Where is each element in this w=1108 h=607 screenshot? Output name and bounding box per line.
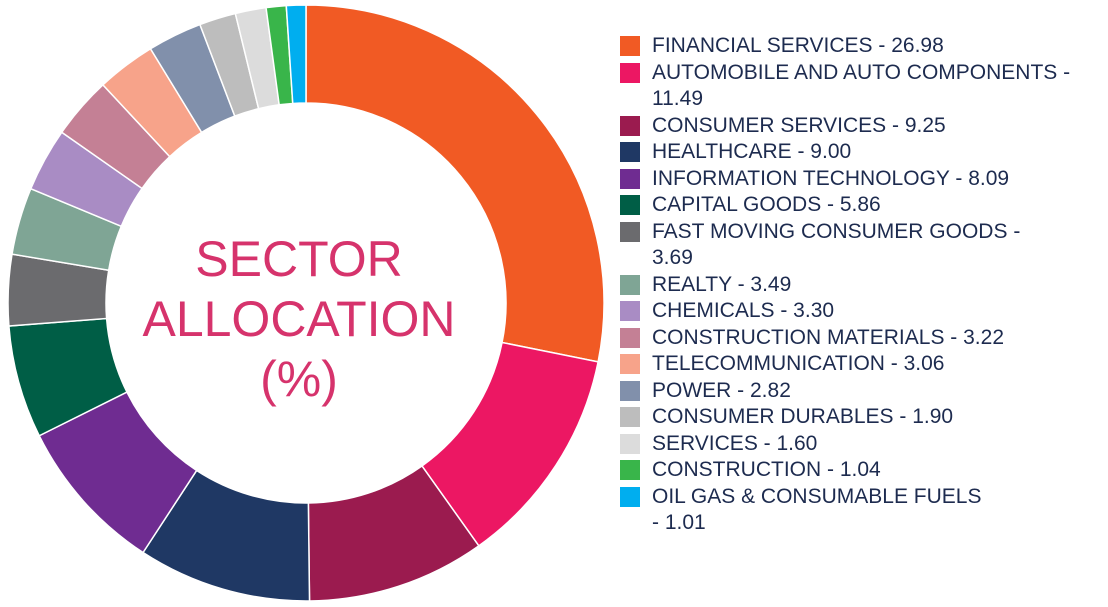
legend-swatch [620, 195, 640, 215]
legend-swatch [620, 274, 640, 295]
legend-swatch [620, 486, 640, 507]
legend-label: FINANCIAL SERVICES - 26.98 [652, 34, 944, 57]
legend-swatch [620, 142, 640, 162]
legend-item-realty: REALTY - 3.49 [620, 272, 1100, 299]
legend-item-information-technology: INFORMATION TECHNOLOGY - 8.09 [620, 166, 1100, 193]
legend-swatch [620, 407, 640, 427]
legend-item-healthcare: HEALTHCARE - 9.00 [620, 139, 1100, 166]
legend-label: HEALTHCARE - 9.00 [652, 140, 852, 163]
legend-item-construction: CONSTRUCTION - 1.04 [620, 457, 1100, 484]
legend-item-services: SERVICES - 1.60 [620, 431, 1100, 458]
legend-item-fast-moving-consumer-goods: FAST MOVING CONSUMER GOODS - 3.69 [620, 219, 1100, 272]
legend-swatch [620, 433, 640, 454]
legend-swatch [620, 221, 640, 242]
chart-title-line-2: ALLOCATION [142, 291, 455, 347]
sector-allocation-donut-chart: SECTOR ALLOCATION (%) [7, 4, 605, 602]
legend-item-construction-materials: CONSTRUCTION MATERIALS - 3.22 [620, 325, 1100, 352]
legend-label: CONSTRUCTION - 1.04 [652, 458, 881, 481]
legend-swatch [620, 301, 640, 321]
legend-item-chemicals: CHEMICALS - 3.30 [620, 298, 1100, 325]
legend-swatch [620, 354, 640, 374]
donut-slice-oil-gas-consumable-fuels [285, 4, 307, 105]
legend-item-financial-services: FINANCIAL SERVICES - 26.98 [620, 33, 1100, 60]
legend-swatch [620, 36, 640, 56]
legend-label: CHEMICALS - 3.30 [652, 299, 835, 322]
legend-label: SERVICES - 1.60 [652, 431, 818, 455]
legend-label: CONSTRUCTION MATERIALS - 3.22 [652, 325, 1004, 349]
chart-title-line-1: SECTOR [195, 231, 402, 287]
legend-item-power: POWER - 2.82 [620, 378, 1100, 405]
legend-item-capital-goods: CAPITAL GOODS - 5.86 [620, 192, 1100, 219]
donut-slices [7, 4, 605, 602]
legend-label: CONSUMER SERVICES - 9.25 [652, 113, 946, 137]
legend-swatch [620, 168, 640, 189]
legend-label: REALTY - 3.49 [652, 272, 792, 296]
legend-item-consumer-durables: CONSUMER DURABLES - 1.90 [620, 404, 1100, 431]
legend-swatch [620, 380, 640, 401]
legend-label: POWER - 2.82 [652, 378, 791, 402]
legend-item-telecommunication: TELECOMMUNICATION - 3.06 [620, 351, 1100, 378]
legend-item-consumer-services: CONSUMER SERVICES - 9.25 [620, 113, 1100, 140]
legend-label: FAST MOVING CONSUMER GOODS - 3.69 [652, 219, 1021, 270]
legend-swatch [620, 115, 640, 136]
legend-swatch [620, 327, 640, 348]
legend-item-automobile-and-auto-components: AUTOMOBILE AND AUTO COMPONENTS - 11.49 [620, 60, 1100, 113]
legend-swatch [620, 62, 640, 83]
legend-label: AUTOMOBILE AND AUTO COMPONENTS - 11.49 [652, 60, 1071, 111]
chart-legend: FINANCIAL SERVICES - 26.98 AUTOMOBILE AND… [620, 33, 1100, 537]
donut-slice-financial-services [305, 4, 605, 363]
legend-swatch [620, 460, 640, 480]
legend-label: CAPITAL GOODS - 5.86 [652, 193, 881, 216]
legend-label: CONSUMER DURABLES - 1.90 [652, 405, 954, 428]
legend-label: INFORMATION TECHNOLOGY - 8.09 [652, 166, 1010, 190]
chart-title-line-3: (%) [260, 351, 338, 407]
legend-label: TELECOMMUNICATION - 3.06 [652, 352, 945, 375]
legend-item-oil-gas-consumable-fuels: OIL GAS & CONSUMABLE FUELS - 1.01 [620, 484, 1100, 537]
legend-label: OIL GAS & CONSUMABLE FUELS - 1.01 [652, 484, 982, 535]
